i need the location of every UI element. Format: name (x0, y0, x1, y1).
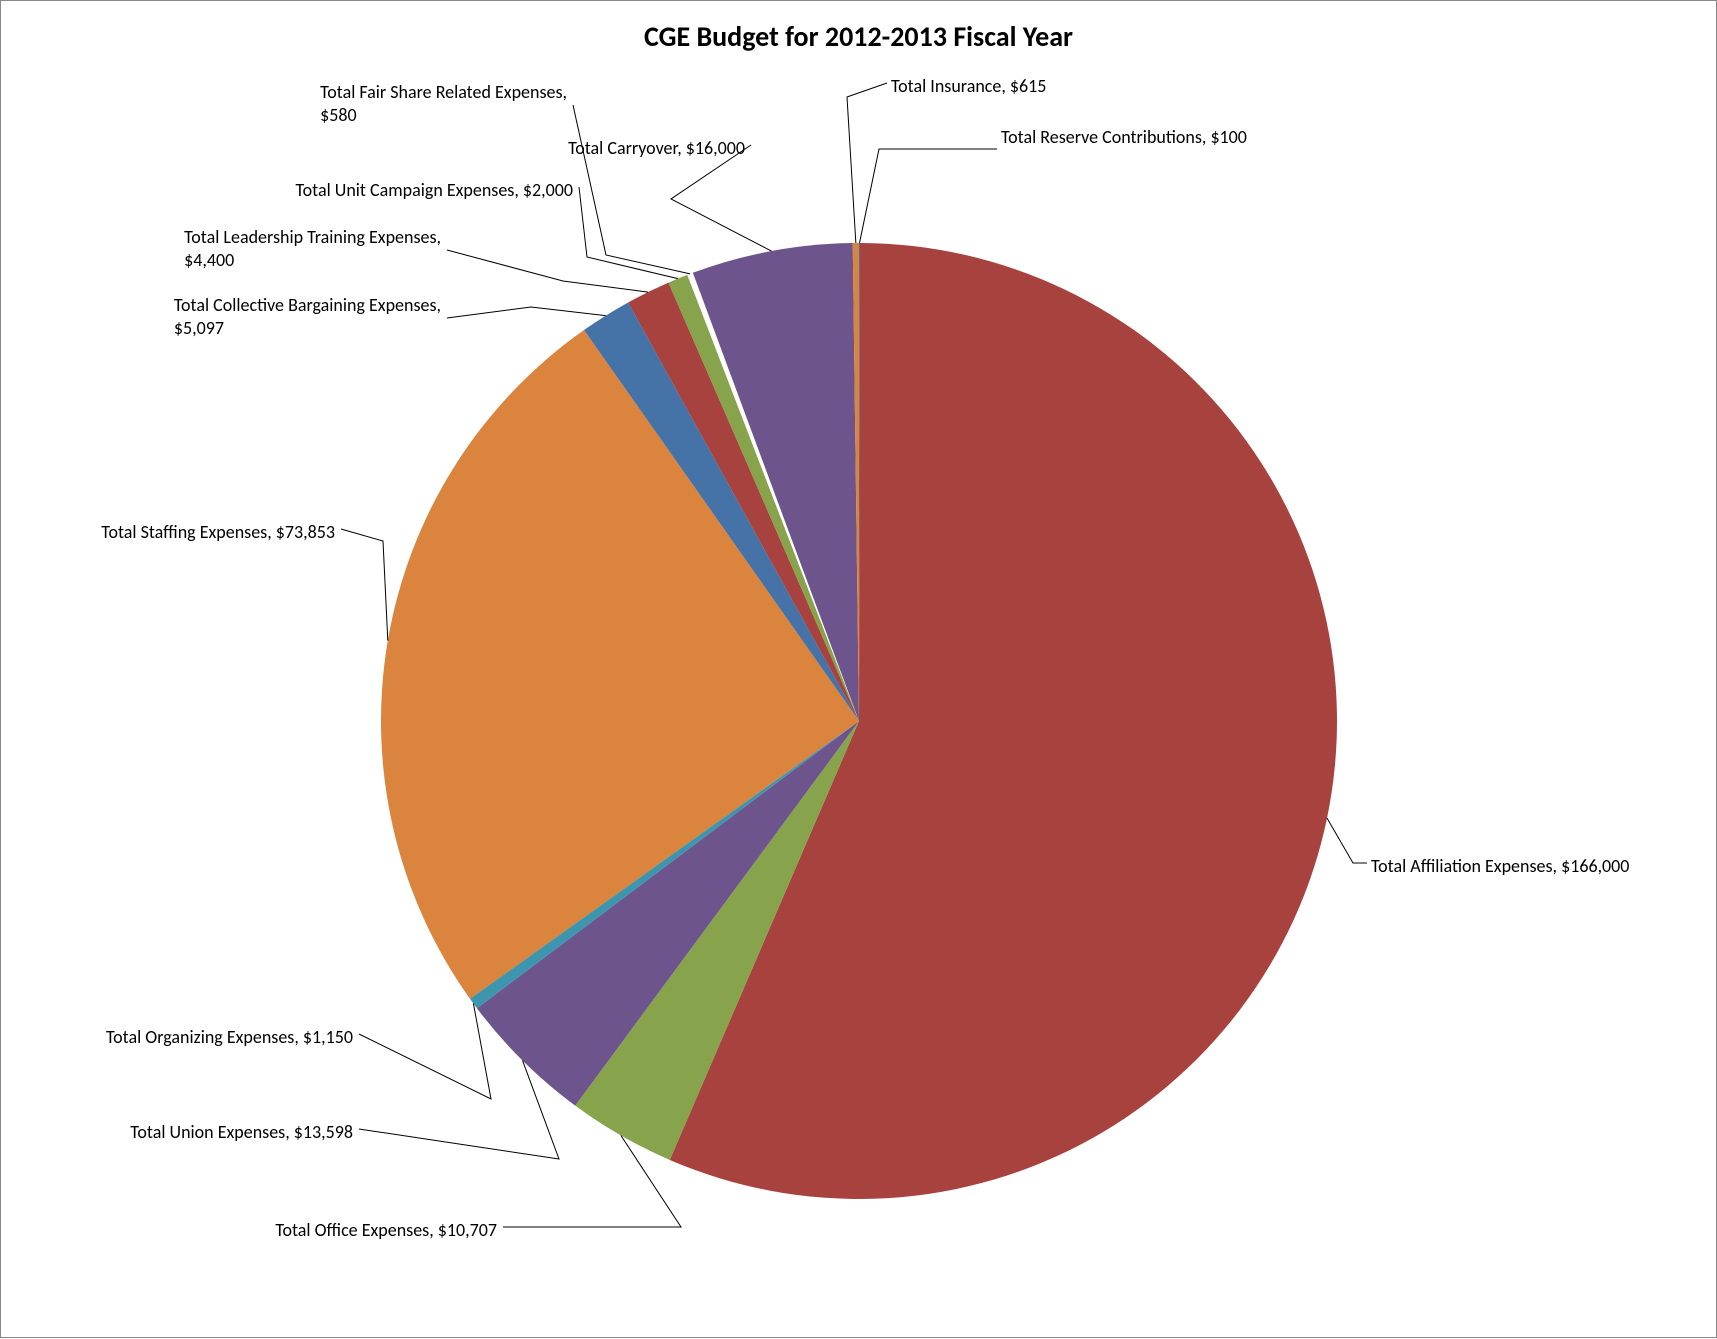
slice-label-value: $13,598 (294, 1121, 353, 1143)
slice-label-value: $73,853 (276, 521, 335, 543)
slice-label-value: $5,097 (174, 317, 224, 339)
slice-label-value: $580 (320, 104, 357, 126)
slice-label-name: Total Reserve Contributions, (1001, 126, 1210, 148)
slice-label: Total Office Expenses, $10,707 (275, 1219, 497, 1242)
slice-label-value: $615 (1010, 75, 1047, 97)
slice-label-name: Total Fair Share Related Expenses, (320, 81, 567, 103)
slice-label: Total Reserve Contributions, $100 (1001, 126, 1247, 149)
chart-frame: CGE Budget for 2012-2013 Fiscal Year Tot… (0, 0, 1717, 1338)
slice-label: Total Organizing Expenses, $1,150 (106, 1026, 353, 1049)
slice-label-value: $166,000 (1561, 855, 1629, 877)
slice-label-value: $100 (1210, 126, 1247, 148)
slice-label: Total Collective Bargaining Expenses,$5,… (174, 294, 441, 339)
slice-label-name: Total Staffing Expenses, (101, 521, 275, 543)
slice-label-name: Total Organizing Expenses, (106, 1026, 303, 1048)
slice-label-value: $10,707 (438, 1219, 497, 1241)
slice-label-value: $16,000 (686, 137, 745, 159)
slice-label-name: Total Carryover, (568, 137, 686, 159)
slice-label-value: $2,000 (523, 179, 573, 201)
slice-label-name: Total Unit Campaign Expenses, (296, 179, 523, 201)
slice-label: Total Insurance, $615 (891, 75, 1046, 98)
slice-label-name: Total Collective Bargaining Expenses, (174, 294, 441, 316)
slice-label-name: Total Leadership Training Expenses, (184, 226, 441, 248)
slice-label-name: Total Office Expenses, (275, 1219, 437, 1241)
slice-label-value: $1,150 (303, 1026, 353, 1048)
slice-label-name: Total Union Expenses, (130, 1121, 294, 1143)
slice-label: Total Leadership Training Expenses,$4,40… (184, 226, 441, 271)
slice-label-name: Total Insurance, (891, 75, 1010, 97)
slice-label-value: $4,400 (184, 249, 234, 271)
slice-label: Total Affiliation Expenses, $166,000 (1371, 855, 1629, 878)
slice-label: Total Carryover, $16,000 (568, 137, 745, 160)
slice-label-name: Total Affiliation Expenses, (1371, 855, 1561, 877)
slice-label: Total Fair Share Related Expenses,$580 (320, 81, 567, 126)
slice-label: Total Unit Campaign Expenses, $2,000 (296, 179, 574, 202)
slice-label: Total Staffing Expenses, $73,853 (101, 521, 335, 544)
slice-label: Total Union Expenses, $13,598 (130, 1121, 353, 1144)
